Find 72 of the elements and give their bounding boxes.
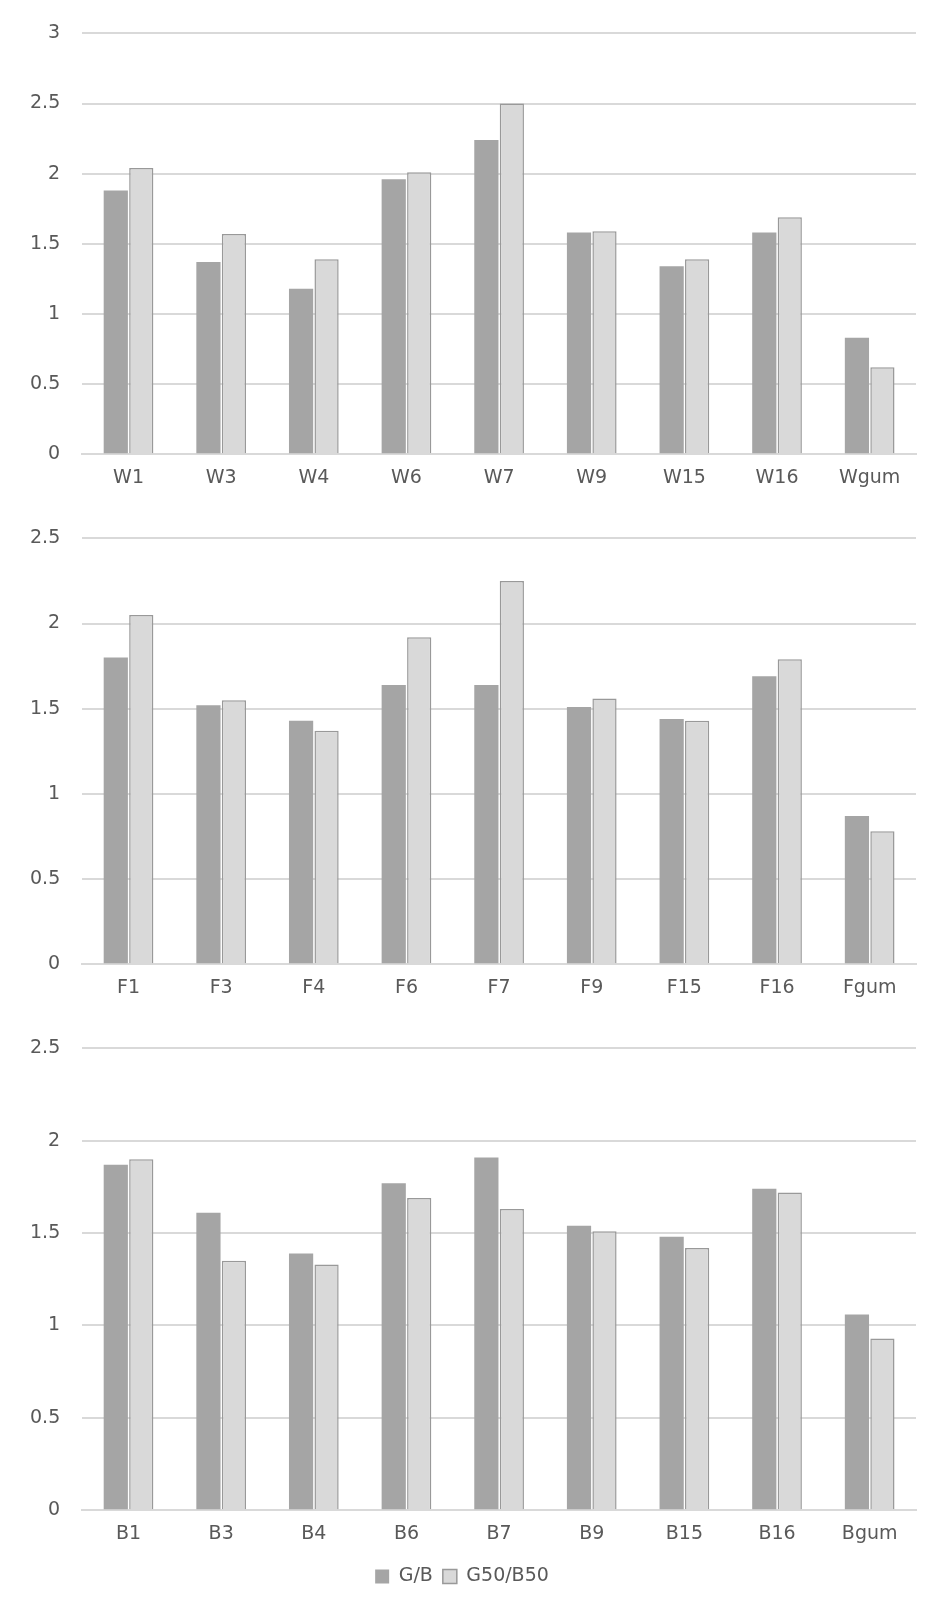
x-tick-label: W6 <box>391 464 422 487</box>
y-tick-label: 2 <box>48 160 61 183</box>
bar <box>474 1157 499 1510</box>
x-tick-label: F1 <box>117 974 141 997</box>
bar <box>288 720 314 964</box>
x-tick-label: W3 <box>205 464 237 487</box>
bar <box>381 684 406 964</box>
x-tick-label: B7 <box>486 1520 512 1543</box>
bar <box>103 190 128 454</box>
bar <box>381 179 406 454</box>
y-tick-label: 0 <box>48 951 61 974</box>
y-tick-label: 1.5 <box>30 1220 61 1243</box>
bar <box>659 718 684 964</box>
y-tick-label: 2.5 <box>30 1035 61 1058</box>
x-tick-label: B16 <box>758 1520 796 1543</box>
y-tick-label: 2.5 <box>30 525 61 548</box>
y-tick-label: 1 <box>48 300 61 323</box>
bar <box>752 1188 777 1510</box>
x-tick-label: B9 <box>579 1520 605 1543</box>
y-tick-label: 0 <box>48 441 61 464</box>
y-tick-label: 2 <box>48 1127 61 1150</box>
x-tick-label: W16 <box>755 464 799 487</box>
bar <box>103 657 128 964</box>
bar <box>659 266 684 454</box>
bar <box>288 288 314 454</box>
y-tick-label: 0 <box>48 1497 61 1520</box>
bar <box>474 140 499 454</box>
bar <box>103 1164 128 1510</box>
x-tick-label: B6 <box>393 1520 420 1543</box>
bar <box>474 684 499 964</box>
x-tick-label: W15 <box>662 464 706 487</box>
x-tick-label: W7 <box>483 464 515 487</box>
y-tick-label: 3 <box>48 20 61 43</box>
y-tick-label: 1 <box>48 1312 61 1335</box>
bar <box>752 232 777 454</box>
y-tick-label: 1.5 <box>30 695 61 718</box>
bar <box>844 337 870 454</box>
bar <box>381 1183 406 1510</box>
x-tick-label: F16 <box>759 974 795 997</box>
bar <box>566 707 592 964</box>
x-tick-label: B3 <box>208 1520 234 1543</box>
y-tick-label: 0.5 <box>30 1404 61 1427</box>
x-tick-label: W9 <box>576 464 608 487</box>
x-tick-label: W1 <box>113 464 144 487</box>
x-tick-label: F9 <box>580 974 604 997</box>
y-tick-label: 1 <box>48 780 61 803</box>
x-tick-label: F7 <box>487 974 511 997</box>
x-tick-label: B4 <box>301 1520 327 1543</box>
x-tick-label: Fgum <box>842 974 897 997</box>
bar <box>844 1314 870 1510</box>
x-tick-label: F4 <box>302 974 326 997</box>
x-tick-label: F3 <box>209 974 233 997</box>
x-tick-label: F15 <box>666 974 702 997</box>
bar <box>659 1236 684 1510</box>
x-tick-label: B15 <box>665 1520 703 1543</box>
legend-label: G/B <box>398 1563 433 1586</box>
y-tick-label: 2.5 <box>30 90 61 113</box>
legend-label: G50/B50 <box>466 1563 549 1586</box>
x-tick-label: Bgum <box>841 1520 898 1543</box>
x-tick-label: F6 <box>394 974 418 997</box>
bar <box>566 1225 592 1510</box>
y-tick-label: 0.5 <box>30 371 61 393</box>
y-tick-label: 0.5 <box>30 865 61 888</box>
y-tick-label: 2 <box>48 610 61 633</box>
x-tick-label: B1 <box>115 1520 142 1543</box>
bar <box>288 1253 314 1510</box>
bar <box>566 232 592 454</box>
x-tick-label: Wgum <box>838 464 901 487</box>
x-tick-label: W4 <box>298 464 330 487</box>
y-tick-label: 1.5 <box>30 230 61 253</box>
bar <box>752 676 777 964</box>
bar <box>844 816 870 964</box>
